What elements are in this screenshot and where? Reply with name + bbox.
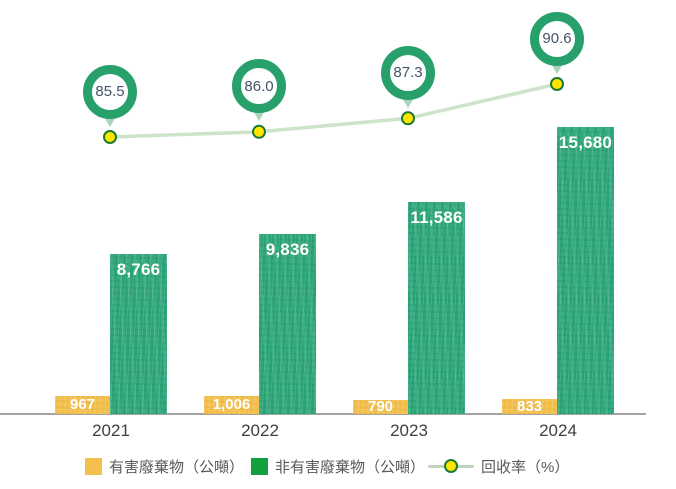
x-axis-line [0,413,646,415]
nonhazardous-swatch-icon [251,457,268,475]
callout-ring-icon: 90.6 [530,11,584,66]
bar-hazardous-2023: 790 [353,398,408,415]
x-axis-label-2024: 2024 [539,421,577,440]
bar-nonhazardous-value: 15,680 [558,133,613,152]
bar-nonhazardous-2021: 8,766 [110,254,167,414]
recovery-rate-marker [401,111,415,126]
legend-label: 有害廢棄物（公噸） [109,458,245,476]
bar-hazardous-value: 1,006 [212,396,251,413]
callout-ring-icon: 86.0 [232,59,286,114]
bar-nonhazardous-value: 11,586 [410,208,463,227]
legend-label: 回收率（%） [481,458,570,476]
bar-hazardous-2021: 967 [55,396,110,414]
recovery-rate-callout-2024: 90.6 [530,11,584,74]
legend-item-hazardous: 有害廢棄物（公噸） [85,454,244,478]
recovery-rate-value: 86.0 [244,77,274,95]
recovery-rate-callout-2023: 87.3 [381,45,435,108]
bar-nonhazardous-2022: 9,836 [259,234,316,414]
x-axis-label-2021: 2021 [92,421,130,440]
recovery-rate-marker [252,124,266,139]
recovery-rate-path [109,82,558,139]
bar-nonhazardous-2023: 11,586 [408,202,465,414]
callout-ring-icon: 85.5 [83,64,137,119]
recovery-rate-value: 87.3 [393,64,423,82]
recovery-rate-callout-2022: 86.0 [232,59,286,122]
bar-hazardous-value: 790 [367,398,394,415]
legend-dot-icon [444,459,458,473]
chart-legend: 有害廢棄物（公噸） 非有害廢棄物（公噸） 回收率（%） [0,454,676,482]
legend-item-recovery-rate: 回收率（%） [428,454,569,478]
legend-label: 非有害廢棄物（公噸） [275,458,426,476]
recovery-rate-marker [103,130,117,144]
callout-ring-icon: 87.3 [381,45,435,100]
recovery-rate-callout-2021: 85.5 [83,64,137,127]
bar-hazardous-value: 833 [516,398,543,415]
recovery-rate-value: 85.5 [95,83,125,100]
x-axis-label-2022: 2022 [241,421,279,440]
x-axis-label-2023: 2023 [390,421,428,440]
bar-hazardous-2022: 1,006 [204,396,259,414]
hazardous-swatch-icon [85,457,102,475]
recovery-line-marker-icon [428,458,474,474]
legend-item-nonhazardous: 非有害廢棄物（公噸） [251,454,425,478]
bar-hazardous-value: 967 [69,396,96,413]
bar-nonhazardous-value: 8,766 [116,260,161,279]
bar-hazardous-2024: 833 [502,399,557,414]
bar-nonhazardous-value: 9,836 [265,240,310,259]
bar-nonhazardous-2024: 15,680 [557,127,614,414]
recovery-rate-value: 90.6 [542,30,572,47]
recovery-rate-marker [550,77,564,91]
